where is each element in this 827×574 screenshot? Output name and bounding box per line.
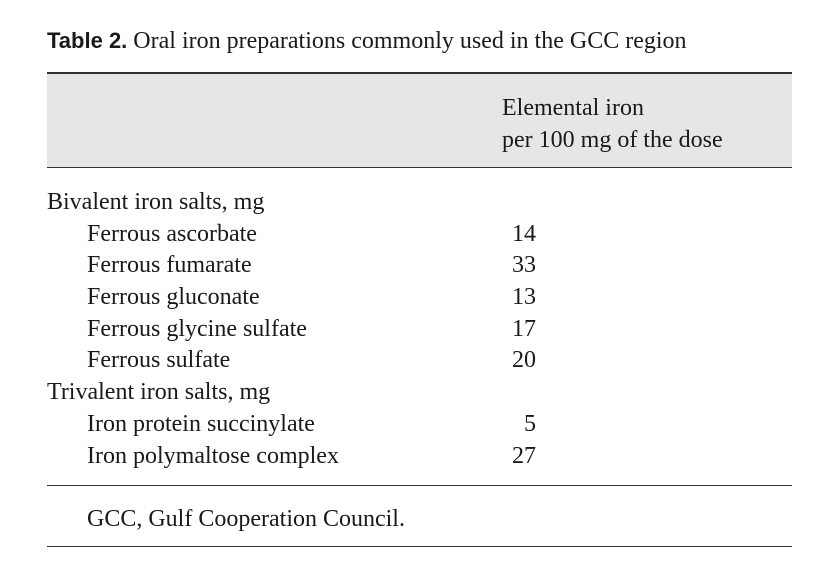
elemental-iron-value: 20	[512, 347, 536, 374]
table-label: Table 2.	[47, 28, 128, 53]
table-row: Ferrous fumarate 33	[47, 250, 792, 282]
elemental-iron-value: 17	[512, 315, 536, 342]
elemental-iron-value: 27	[512, 442, 536, 469]
column-header-line1: Elemental iron	[502, 95, 644, 121]
table-title: Oral iron preparations commonly used in …	[133, 28, 687, 54]
preparation-name: Ferrous ascorbate	[87, 220, 257, 247]
elemental-iron-value: 33	[512, 252, 536, 279]
table-row: Ferrous gluconate 13	[47, 282, 792, 314]
header-band	[47, 74, 792, 168]
preparation-name: Ferrous fumarate	[87, 252, 252, 279]
group-header-bivalent: Bivalent iron salts, mg	[47, 187, 792, 219]
footnote-rule	[47, 546, 792, 547]
group-title: Bivalent iron salts, mg	[47, 189, 265, 215]
group-title: Trivalent iron salts, mg	[47, 379, 271, 406]
table-row: Ferrous sulfate 20	[47, 345, 792, 377]
column-header: Elemental iron per 100 mg of the dose	[502, 92, 723, 156]
preparation-name: Ferrous glycine sulfate	[87, 315, 307, 342]
top-rule	[47, 72, 792, 74]
table-row: Ferrous glycine sulfate 17	[47, 314, 792, 346]
preparation-name: Iron protein succinylate	[87, 410, 315, 437]
column-header-line2: per 100 mg of the dose	[502, 127, 723, 153]
table-row: Iron protein succinylate 5	[47, 409, 792, 441]
group-header-trivalent: Trivalent iron salts, mg	[47, 377, 792, 409]
table-row: Iron polymaltose complex 27	[47, 441, 792, 473]
table-caption: Table 2. Oral iron preparations commonly…	[47, 26, 687, 56]
preparation-name: Ferrous sulfate	[87, 347, 231, 374]
elemental-iron-value: 13	[512, 284, 536, 311]
table-footnote: GCC, Gulf Cooperation Council.	[87, 506, 405, 532]
preparation-name: Ferrous gluconate	[87, 284, 260, 311]
elemental-iron-value: 5	[524, 410, 536, 437]
elemental-iron-value: 14	[512, 220, 536, 247]
preparation-name: Iron polymaltose complex	[87, 442, 339, 469]
body-bottom-rule	[47, 485, 792, 486]
table-row: Ferrous ascorbate 14	[47, 219, 792, 251]
table-body: Bivalent iron salts, mg Ferrous ascorbat…	[47, 187, 792, 472]
header-rule	[47, 167, 792, 168]
